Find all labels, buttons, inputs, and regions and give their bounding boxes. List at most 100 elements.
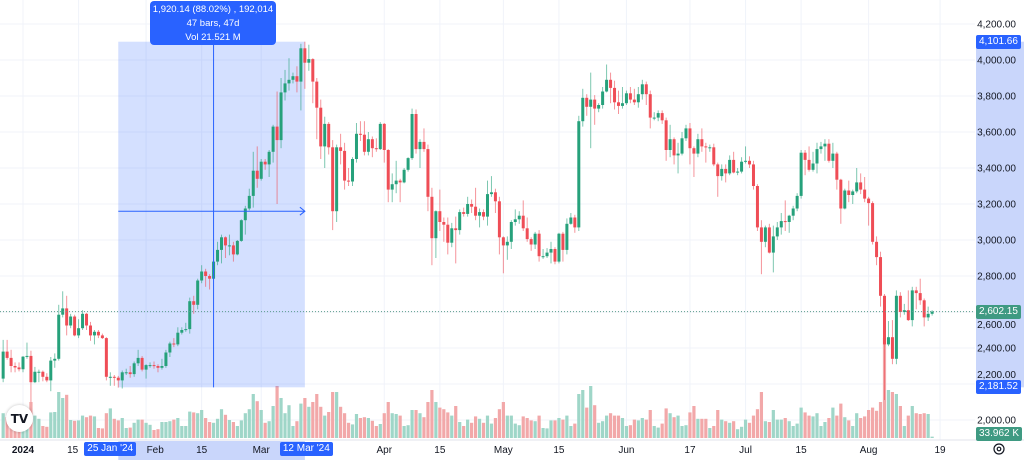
candle[interactable] <box>108 372 112 386</box>
candle[interactable] <box>728 155 732 176</box>
candle[interactable] <box>283 69 287 101</box>
candle[interactable] <box>688 123 692 165</box>
candle[interactable] <box>406 157 410 172</box>
candle[interactable] <box>823 139 827 161</box>
candle[interactable] <box>807 146 811 172</box>
candle[interactable] <box>569 213 573 225</box>
candle[interactable] <box>930 310 934 316</box>
candle[interactable] <box>791 205 795 221</box>
candle[interactable] <box>652 112 656 121</box>
candle[interactable] <box>755 184 759 231</box>
candle[interactable] <box>172 338 176 348</box>
candle[interactable] <box>112 375 116 386</box>
candle[interactable] <box>783 200 787 231</box>
candle[interactable] <box>871 201 875 245</box>
candle[interactable] <box>144 364 148 379</box>
candle[interactable] <box>672 137 676 165</box>
candle[interactable] <box>835 151 839 190</box>
candle[interactable] <box>708 144 712 152</box>
candle[interactable] <box>700 128 704 152</box>
candle[interactable] <box>827 139 831 163</box>
candle[interactable] <box>88 321 92 341</box>
candle[interactable] <box>275 91 279 205</box>
candle[interactable] <box>208 274 212 290</box>
candle[interactable] <box>394 160 398 194</box>
candle[interactable] <box>926 306 930 321</box>
candle[interactable] <box>533 231 537 249</box>
candle[interactable] <box>474 187 478 221</box>
candle[interactable] <box>529 237 533 251</box>
candle[interactable] <box>751 160 755 190</box>
candle[interactable] <box>216 241 220 266</box>
candle[interactable] <box>537 230 541 262</box>
candle[interactable] <box>434 210 438 258</box>
candle[interactable] <box>41 370 45 382</box>
candle[interactable] <box>239 219 243 242</box>
candle[interactable] <box>176 327 180 347</box>
candle[interactable] <box>69 313 73 329</box>
candle[interactable] <box>156 364 160 373</box>
candle[interactable] <box>390 173 394 203</box>
candle[interactable] <box>235 240 239 256</box>
candle[interactable] <box>771 225 775 273</box>
candle[interactable] <box>636 87 640 108</box>
candle[interactable] <box>470 199 474 214</box>
candle[interactable] <box>92 330 96 345</box>
candle[interactable] <box>223 236 227 258</box>
candle[interactable] <box>724 164 728 183</box>
candle[interactable] <box>438 189 442 231</box>
candle[interactable] <box>168 341 172 357</box>
candle[interactable] <box>418 139 422 168</box>
candle[interactable] <box>442 217 446 242</box>
candle[interactable] <box>37 369 41 383</box>
candle[interactable] <box>148 362 152 368</box>
candle[interactable] <box>136 349 140 366</box>
candle[interactable] <box>485 180 489 226</box>
candle[interactable] <box>327 122 331 155</box>
candle[interactable] <box>287 58 291 91</box>
candle[interactable] <box>116 375 120 388</box>
candle[interactable] <box>311 58 315 104</box>
candle[interactable] <box>648 90 652 129</box>
candle[interactable] <box>323 116 327 168</box>
candle[interactable] <box>227 234 231 256</box>
candle[interactable] <box>811 151 815 172</box>
candle[interactable] <box>680 132 684 156</box>
candle[interactable] <box>422 128 426 152</box>
candle[interactable] <box>521 200 525 231</box>
candle[interactable] <box>299 43 303 111</box>
candle[interactable] <box>851 189 855 204</box>
candle[interactable] <box>462 207 466 217</box>
candle[interactable] <box>243 205 247 235</box>
candle[interactable] <box>890 320 894 365</box>
candle[interactable] <box>160 358 164 370</box>
candle[interactable] <box>803 150 807 176</box>
candle[interactable] <box>593 95 597 125</box>
candle[interactable] <box>759 220 763 275</box>
candle[interactable] <box>426 144 430 212</box>
candle[interactable] <box>740 157 744 174</box>
candle[interactable] <box>628 87 632 104</box>
candle[interactable] <box>53 353 57 368</box>
candle[interactable] <box>61 291 65 318</box>
tradingview-logo[interactable]: TV <box>6 405 33 432</box>
candle[interactable] <box>815 142 819 174</box>
candle[interactable] <box>573 214 577 233</box>
candle[interactable] <box>795 193 799 212</box>
candle[interactable] <box>775 222 779 240</box>
candle[interactable] <box>96 330 100 339</box>
candle[interactable] <box>859 173 863 195</box>
settings-gear-icon[interactable] <box>993 443 1005 455</box>
candle[interactable] <box>902 303 906 315</box>
price-axis[interactable]: 4,200.00 4,000.00 3,800.00 3,600.00 3,400.00… <box>977 20 1016 427</box>
candle[interactable] <box>271 124 275 163</box>
candle[interactable] <box>601 87 605 109</box>
candle[interactable] <box>839 178 843 224</box>
candle[interactable] <box>85 312 89 330</box>
candle[interactable] <box>204 268 208 287</box>
candle[interactable] <box>45 373 49 383</box>
candle[interactable] <box>49 357 53 392</box>
candle[interactable] <box>29 350 33 402</box>
candle[interactable] <box>513 209 517 226</box>
candle[interactable] <box>386 149 390 203</box>
